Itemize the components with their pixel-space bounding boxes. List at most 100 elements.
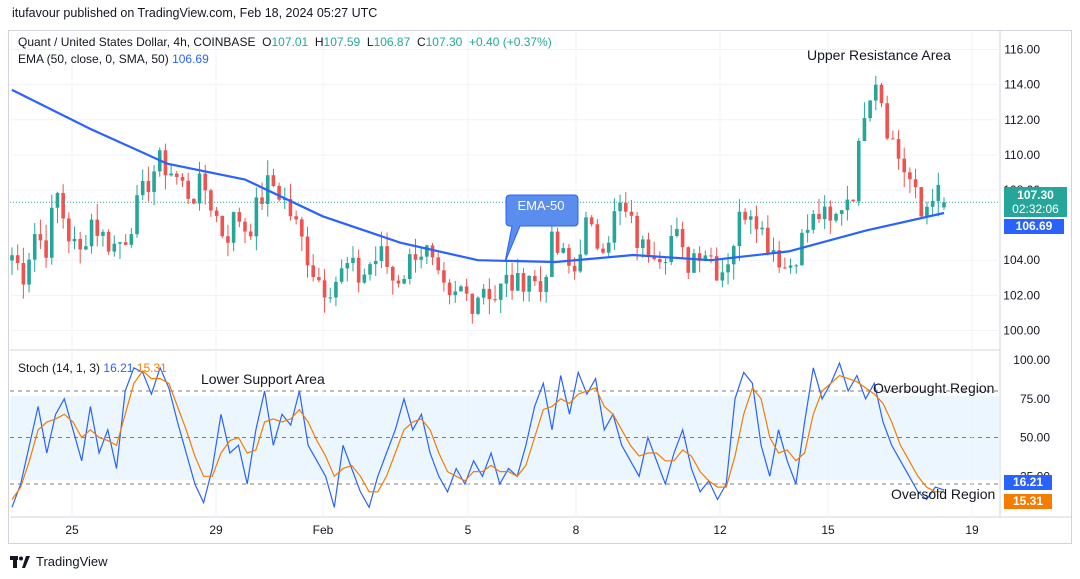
candle-body — [180, 177, 185, 181]
time-tick-label: 12 — [713, 523, 727, 537]
candle-body — [675, 228, 679, 237]
tradingview-footer[interactable]: TradingView — [10, 554, 108, 569]
symbol-header: Quant / United States Dollar, 4h, COINBA… — [18, 35, 552, 49]
candle-body — [692, 253, 696, 273]
candle-body — [379, 246, 384, 261]
ema-callout-label: EMA-50 — [518, 198, 565, 213]
stoch-tick-label: 100.00 — [1013, 353, 1050, 367]
candle-body — [709, 255, 713, 257]
candle-body — [334, 281, 338, 298]
time-tick-label: Feb — [313, 523, 334, 537]
grid — [10, 32, 1000, 517]
candles — [10, 75, 946, 324]
candle-body — [419, 256, 423, 260]
candle-body — [595, 224, 600, 249]
stoch-legend[interactable]: Stoch (14, 1, 3) 16.21 15.31 — [18, 361, 167, 375]
ema-legend[interactable]: EMA (50, close, 0, SMA, 50) 106.69 — [18, 52, 209, 66]
tradingview-logo-icon — [10, 555, 30, 568]
candle-body — [487, 288, 492, 300]
candle-body — [510, 274, 514, 291]
candle-body — [362, 274, 367, 283]
candle-body — [146, 181, 151, 193]
candle-body — [817, 213, 821, 220]
candle-body — [95, 219, 100, 236]
price-tick-label: 114.00 — [1004, 78, 1040, 92]
candle-body — [663, 262, 668, 264]
candle-body — [345, 263, 350, 269]
lower-support-label: Lower Support Area — [201, 371, 325, 387]
last-price-tag: 107.30 02:32:06 — [1004, 187, 1067, 217]
candle-body — [203, 173, 208, 191]
candle-body — [464, 286, 469, 294]
candle-body — [129, 234, 134, 245]
candle-body — [368, 264, 372, 275]
candle-body — [760, 227, 764, 230]
stoch-d-line — [11, 370, 945, 500]
candle-body — [703, 255, 708, 261]
candle-body — [254, 197, 259, 237]
candle-body — [481, 288, 486, 298]
time-tick-label: 15 — [821, 523, 835, 537]
time-tick-label: 5 — [465, 523, 472, 537]
candle-body — [459, 286, 463, 292]
price-tick-label: 104.00 — [1003, 253, 1040, 267]
close-value: 107.30 — [425, 35, 463, 49]
upper-resistance-label: Upper Resistance Area — [807, 47, 951, 63]
stoch-tick-label: 50.00 — [1020, 431, 1050, 445]
candle-body — [550, 231, 554, 277]
candle-body — [49, 207, 54, 258]
candle-body — [578, 254, 583, 272]
ema-callout-bubble — [504, 194, 579, 263]
candle-body — [498, 283, 503, 300]
candle-body — [322, 280, 327, 298]
candle-body — [936, 184, 941, 202]
candle-body — [589, 217, 594, 225]
candle-body — [425, 245, 429, 257]
candle-body — [442, 270, 446, 283]
high-value: 107.59 — [323, 35, 361, 49]
candle-body — [748, 216, 753, 220]
candle-body — [646, 239, 651, 256]
candle-body — [220, 215, 225, 237]
candle-body — [260, 197, 264, 204]
price-tick-label: 110.00 — [1004, 148, 1040, 162]
candle-body — [584, 217, 588, 255]
candle-body — [169, 173, 173, 176]
overbought-label: Overbought Region — [873, 380, 995, 396]
candle-body — [84, 246, 88, 250]
candle-body — [277, 185, 281, 200]
candle-body — [72, 238, 77, 242]
candle-body — [27, 259, 31, 285]
candle-body — [209, 190, 213, 211]
candle-body — [527, 275, 531, 292]
time-tick-label: 19 — [965, 523, 979, 537]
candle-body — [538, 281, 543, 292]
candle-body — [515, 273, 520, 291]
candle-body — [913, 179, 918, 188]
candle-body — [731, 246, 736, 265]
candle-body — [521, 273, 526, 292]
candle-body — [38, 234, 43, 241]
candle-body — [805, 229, 810, 233]
candle-body — [89, 219, 94, 247]
candle-body — [777, 250, 781, 268]
candle-body — [413, 254, 418, 260]
candle-body — [214, 210, 219, 216]
symbol-name: Quant / United States Dollar, 4h, COINBA… — [18, 35, 256, 49]
candle-body — [811, 213, 816, 230]
candle-body — [55, 192, 60, 208]
candle-body — [339, 268, 344, 282]
candle-body — [874, 84, 878, 101]
candle-body — [186, 180, 190, 199]
candle-body — [783, 267, 787, 269]
low-value: 106.87 — [373, 35, 411, 49]
candle-body — [726, 264, 730, 273]
time-tick-label: 8 — [573, 523, 580, 537]
candle-body — [101, 231, 105, 236]
candle-body — [868, 100, 872, 119]
candle-body — [351, 257, 355, 264]
stochastic-lines — [11, 361, 945, 509]
time-tick-label: 25 — [65, 523, 79, 537]
candle-body — [78, 238, 82, 250]
